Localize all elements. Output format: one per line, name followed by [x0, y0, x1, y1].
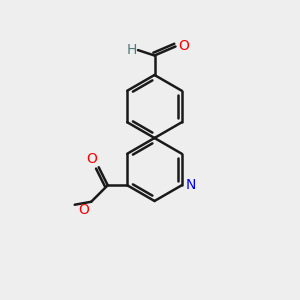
Text: O: O — [178, 40, 189, 53]
Text: O: O — [78, 203, 89, 217]
Text: O: O — [86, 152, 97, 166]
Text: N: N — [185, 178, 196, 192]
Text: H: H — [126, 43, 136, 57]
